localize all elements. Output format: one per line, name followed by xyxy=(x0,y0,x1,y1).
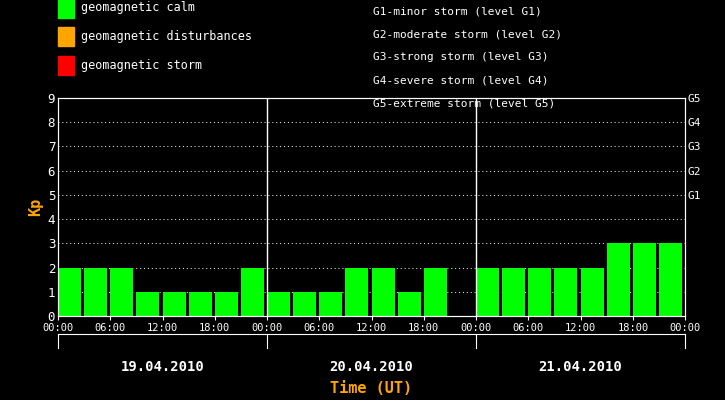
Bar xyxy=(607,243,630,316)
Bar xyxy=(215,292,238,316)
Bar xyxy=(84,268,107,316)
Text: geomagnetic calm: geomagnetic calm xyxy=(81,2,195,14)
Bar xyxy=(476,268,499,316)
Text: 19.04.2010: 19.04.2010 xyxy=(120,360,204,374)
Text: G3-strong storm (level G3): G3-strong storm (level G3) xyxy=(373,52,549,62)
Y-axis label: Kp: Kp xyxy=(28,198,44,216)
Text: G1-minor storm (level G1): G1-minor storm (level G1) xyxy=(373,6,542,16)
Text: G4-severe storm (level G4): G4-severe storm (level G4) xyxy=(373,76,549,86)
Bar xyxy=(58,268,81,316)
Bar xyxy=(188,292,212,316)
Bar xyxy=(110,268,133,316)
Bar xyxy=(136,292,160,316)
Text: G2-moderate storm (level G2): G2-moderate storm (level G2) xyxy=(373,29,563,39)
Bar xyxy=(241,268,264,316)
Text: 21.04.2010: 21.04.2010 xyxy=(539,360,623,374)
Bar xyxy=(659,243,682,316)
Bar xyxy=(424,268,447,316)
Text: geomagnetic disturbances: geomagnetic disturbances xyxy=(81,30,252,43)
Bar xyxy=(529,268,551,316)
Bar xyxy=(293,292,316,316)
Bar xyxy=(398,292,420,316)
Text: G5-extreme storm (level G5): G5-extreme storm (level G5) xyxy=(373,99,555,109)
Bar xyxy=(162,292,186,316)
Bar xyxy=(581,268,604,316)
Bar xyxy=(371,268,394,316)
Bar xyxy=(502,268,525,316)
Bar xyxy=(267,292,290,316)
Bar xyxy=(555,268,578,316)
Bar xyxy=(633,243,656,316)
Bar xyxy=(319,292,342,316)
Text: 20.04.2010: 20.04.2010 xyxy=(330,360,413,374)
Text: Time (UT): Time (UT) xyxy=(331,381,413,396)
Bar xyxy=(345,268,368,316)
Text: geomagnetic storm: geomagnetic storm xyxy=(81,59,202,72)
